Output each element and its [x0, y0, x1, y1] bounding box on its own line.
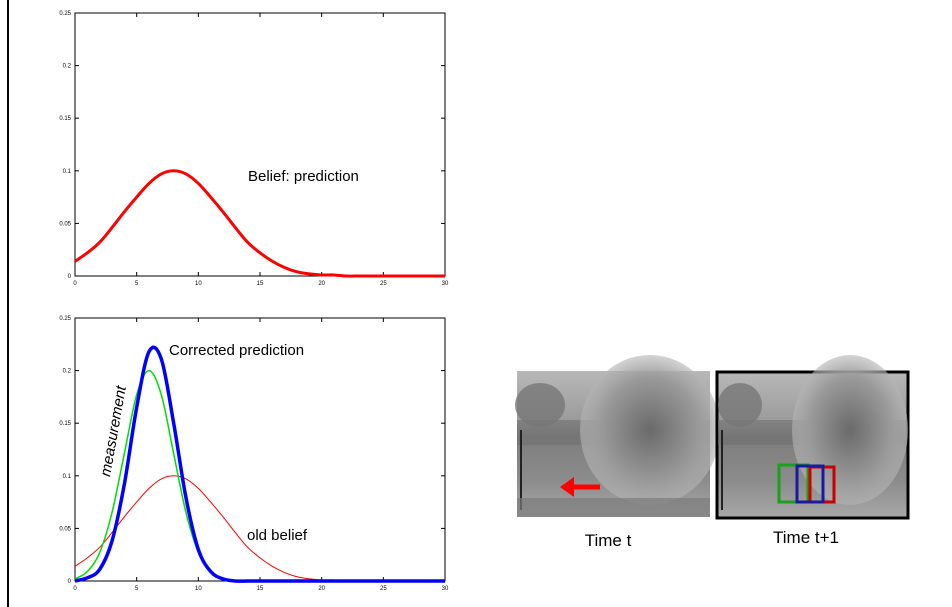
- image-caption: Time t: [585, 531, 632, 550]
- y-tick-label: 0.1: [63, 474, 72, 480]
- y-tick-label: 0.2: [63, 369, 72, 375]
- series-line: [74, 169, 445, 278]
- y-tick-label: 0: [68, 274, 72, 280]
- y-tick-label: 0.15: [59, 421, 71, 427]
- plot-frame: [74, 317, 446, 582]
- y-tick-label: 0.05: [59, 526, 71, 532]
- x-tick-label: 10: [195, 281, 202, 287]
- x-tick-label: 0: [73, 281, 77, 287]
- plot-frame: [74, 12, 446, 277]
- x-tick-label: 5: [135, 281, 139, 287]
- photo-t: [515, 355, 720, 517]
- y-tick-label: 0: [68, 579, 72, 585]
- annotation: Corrected prediction: [169, 342, 304, 359]
- y-tick-label: 0.25: [59, 11, 71, 17]
- y-tick-label: 0.1: [63, 169, 72, 175]
- y-tick-label: 0.05: [59, 221, 71, 227]
- x-tick-label: 0: [73, 586, 77, 592]
- series-line: [74, 345, 445, 583]
- x-tick-label: 30: [442, 586, 449, 592]
- x-tick-label: 30: [442, 281, 449, 287]
- y-tick-label: 0.15: [59, 116, 71, 122]
- photo-t1: [715, 355, 910, 520]
- x-tick-label: 5: [135, 586, 139, 592]
- annotation: Belief: prediction: [248, 168, 359, 185]
- image-caption: Time t+1: [773, 528, 839, 547]
- y-tick-label: 0.2: [63, 64, 72, 70]
- annotation: old belief: [247, 527, 308, 544]
- x-tick-label: 15: [257, 586, 264, 592]
- x-tick-label: 20: [318, 281, 325, 287]
- x-tick-label: 20: [318, 586, 325, 592]
- x-tick-label: 25: [380, 281, 387, 287]
- x-tick-label: 10: [195, 586, 202, 592]
- y-tick-label: 0.25: [59, 316, 71, 322]
- x-tick-label: 25: [380, 586, 387, 592]
- x-tick-label: 15: [257, 281, 264, 287]
